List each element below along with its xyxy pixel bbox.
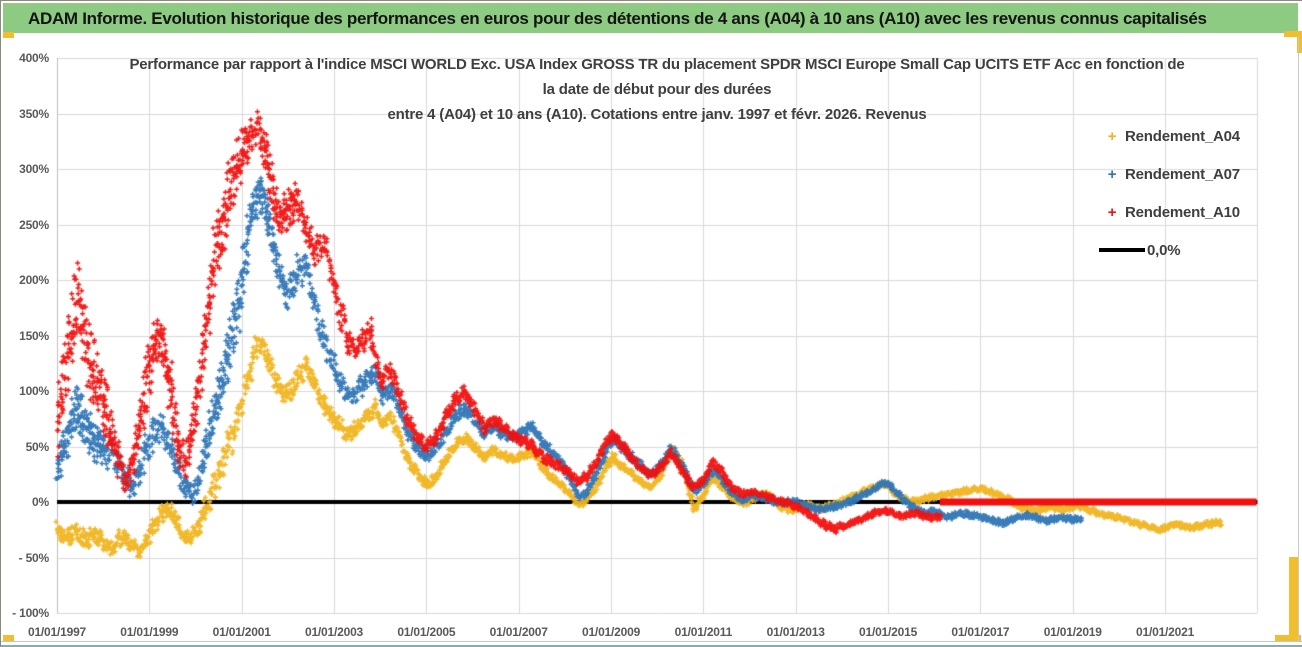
x-axis-tick: 01/01/2001: [212, 625, 271, 639]
bottom-gray-rule: [1, 641, 1302, 642]
y-axis-tick: 100%: [19, 384, 49, 398]
x-axis-tick: 01/01/2015: [859, 625, 918, 639]
legend-label: Rendement_A04: [1125, 127, 1240, 145]
gold-accent-top-right-h: [1284, 31, 1301, 37]
plus-marker-icon: +: [1107, 203, 1117, 221]
y-axis-tick: 200%: [19, 273, 49, 287]
gold-accent-bottom-right-v: [1289, 557, 1298, 642]
window-title: ADAM Informe. Evolution historique des p…: [28, 8, 1207, 28]
x-axis-tick: 01/01/2019: [1043, 625, 1102, 639]
gold-accent-bottom-left: [3, 635, 14, 642]
chart-legend: + Rendement_A04 + Rendement_A07 + Rendem…: [1099, 117, 1289, 269]
legend-item-rendement-a10[interactable]: + Rendement_A10: [1099, 193, 1289, 231]
y-axis-tick: 150%: [19, 328, 49, 343]
legend-item-zero-line[interactable]: 0,0%: [1099, 231, 1289, 269]
y-axis-tick: - 100%: [12, 606, 49, 620]
legend-label: Rendement_A10: [1125, 203, 1240, 221]
x-axis-tick: 01/01/2017: [951, 625, 1010, 639]
plus-marker-icon: +: [1107, 165, 1117, 183]
gold-accent-top-right-v: [1297, 31, 1302, 53]
x-axis-tick: 01/01/1999: [120, 625, 179, 639]
y-axis-tick: 0%: [32, 495, 49, 509]
title-bar: ADAM Informe. Evolution historique des p…: [3, 3, 1298, 33]
x-axis-tick: 01/01/2011: [674, 625, 733, 639]
plus-marker-icon: +: [1107, 127, 1117, 145]
legend-item-rendement-a07[interactable]: + Rendement_A07: [1099, 155, 1289, 193]
legend-label: 0,0%: [1147, 241, 1181, 259]
y-axis-tick: 300%: [19, 162, 49, 176]
zero-line-swatch: [1099, 248, 1145, 252]
x-axis-tick: 01/01/2013: [766, 625, 825, 639]
x-axis-tick: 01/01/2009: [581, 625, 641, 639]
x-axis-tick: 01/01/1997: [27, 625, 87, 639]
legend-label: Rendement_A07: [1125, 165, 1240, 183]
x-axis-tick: 01/01/2007: [489, 625, 548, 639]
gold-accent-bottom-right-h: [1275, 635, 1301, 642]
x-axis-tick: 01/01/2003: [304, 625, 364, 639]
legend-item-rendement-a04[interactable]: + Rendement_A04: [1099, 117, 1289, 155]
bottom-teal-rule: [1, 645, 1302, 647]
gold-accent-top-left: [3, 32, 14, 38]
y-axis-tick: 400%: [19, 51, 49, 65]
y-axis-tick: 50%: [25, 439, 50, 454]
window-right-border: [1298, 37, 1299, 641]
y-axis-tick: 250%: [19, 217, 49, 232]
y-axis-tick: - 50%: [18, 550, 50, 565]
x-axis-tick: 01/01/2021: [1136, 625, 1195, 639]
y-axis-tick: 350%: [19, 106, 49, 121]
x-axis-tick: 01/01/2005: [397, 625, 456, 639]
